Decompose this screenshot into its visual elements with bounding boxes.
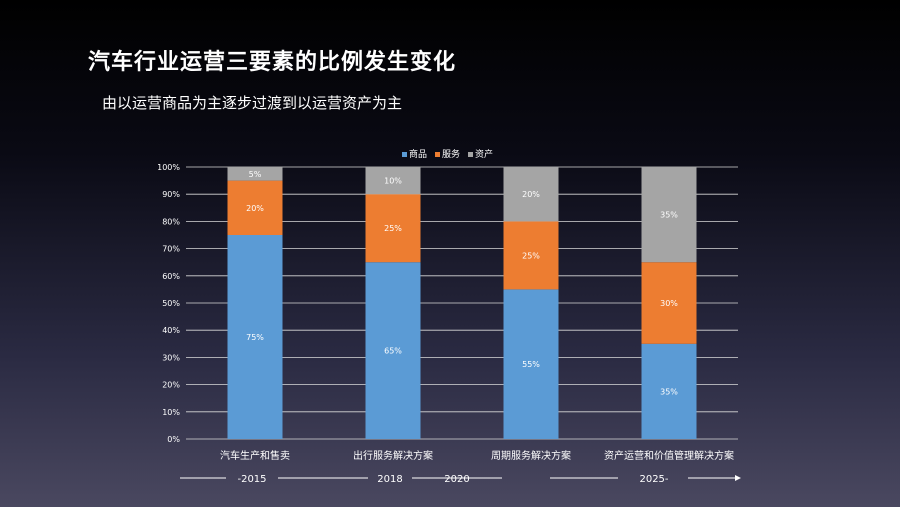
data-label: 30% (660, 299, 678, 308)
legend-swatch (402, 152, 407, 157)
timeline-label: 2018 (377, 474, 402, 485)
data-label: 35% (660, 211, 678, 220)
y-tick-label: 40% (162, 326, 180, 335)
data-label: 25% (522, 251, 540, 260)
bar-segment-服务 (365, 194, 421, 263)
data-label: 20% (522, 190, 540, 199)
y-tick-label: 30% (162, 353, 180, 362)
bar-segment-资产 (503, 167, 559, 222)
legend-swatch (468, 152, 473, 157)
y-tick-label: 20% (162, 381, 180, 390)
bar-segment-商品 (227, 235, 283, 439)
bar-segment-商品 (365, 262, 421, 439)
legend-label: 资产 (475, 148, 493, 160)
bar-segment-商品 (503, 289, 559, 439)
bar-segment-资产 (227, 167, 283, 181)
y-tick-label: 80% (162, 217, 180, 226)
y-tick-label: 0% (167, 435, 180, 444)
timeline-arrow-icon (735, 475, 741, 481)
bar-segment-商品 (641, 343, 697, 439)
data-label: 10% (384, 177, 402, 186)
x-category-label: 资产运营和价值管理解决方案 (604, 449, 734, 462)
timeline-label: -2015 (237, 474, 266, 485)
bar-segment-服务 (227, 180, 283, 235)
data-label: 25% (384, 224, 402, 233)
legend-label: 商品 (409, 148, 427, 160)
data-label: 5% (249, 170, 262, 179)
data-label: 65% (384, 347, 402, 356)
y-tick-label: 100% (157, 163, 180, 172)
data-label: 35% (660, 387, 678, 396)
x-category-label: 出行服务解决方案 (353, 449, 433, 462)
data-label: 55% (522, 360, 540, 369)
bar-segment-服务 (503, 221, 559, 290)
x-category-label: 周期服务解决方案 (491, 449, 571, 462)
data-label: 20% (246, 204, 264, 213)
bar-segment-资产 (641, 167, 697, 263)
slide-title: 汽车行业运营三要素的比例发生变化 (88, 50, 457, 75)
data-label: 75% (246, 333, 264, 342)
y-tick-label: 60% (162, 272, 180, 281)
x-category-label: 汽车生产和售卖 (220, 449, 290, 462)
bar-segment-资产 (365, 167, 421, 195)
bar-segment-服务 (641, 262, 697, 344)
y-tick-label: 50% (162, 299, 180, 308)
legend-swatch (435, 152, 440, 157)
y-tick-label: 90% (162, 190, 180, 199)
slide-subtitle: 由以运营商品为主逐步过渡到以运营资产为主 (102, 94, 403, 112)
timeline-label: 2020 (444, 474, 469, 485)
y-tick-label: 70% (162, 245, 180, 254)
y-tick-label: 10% (162, 408, 180, 417)
timeline-label: 2025- (639, 474, 668, 485)
legend-label: 服务 (442, 148, 460, 160)
